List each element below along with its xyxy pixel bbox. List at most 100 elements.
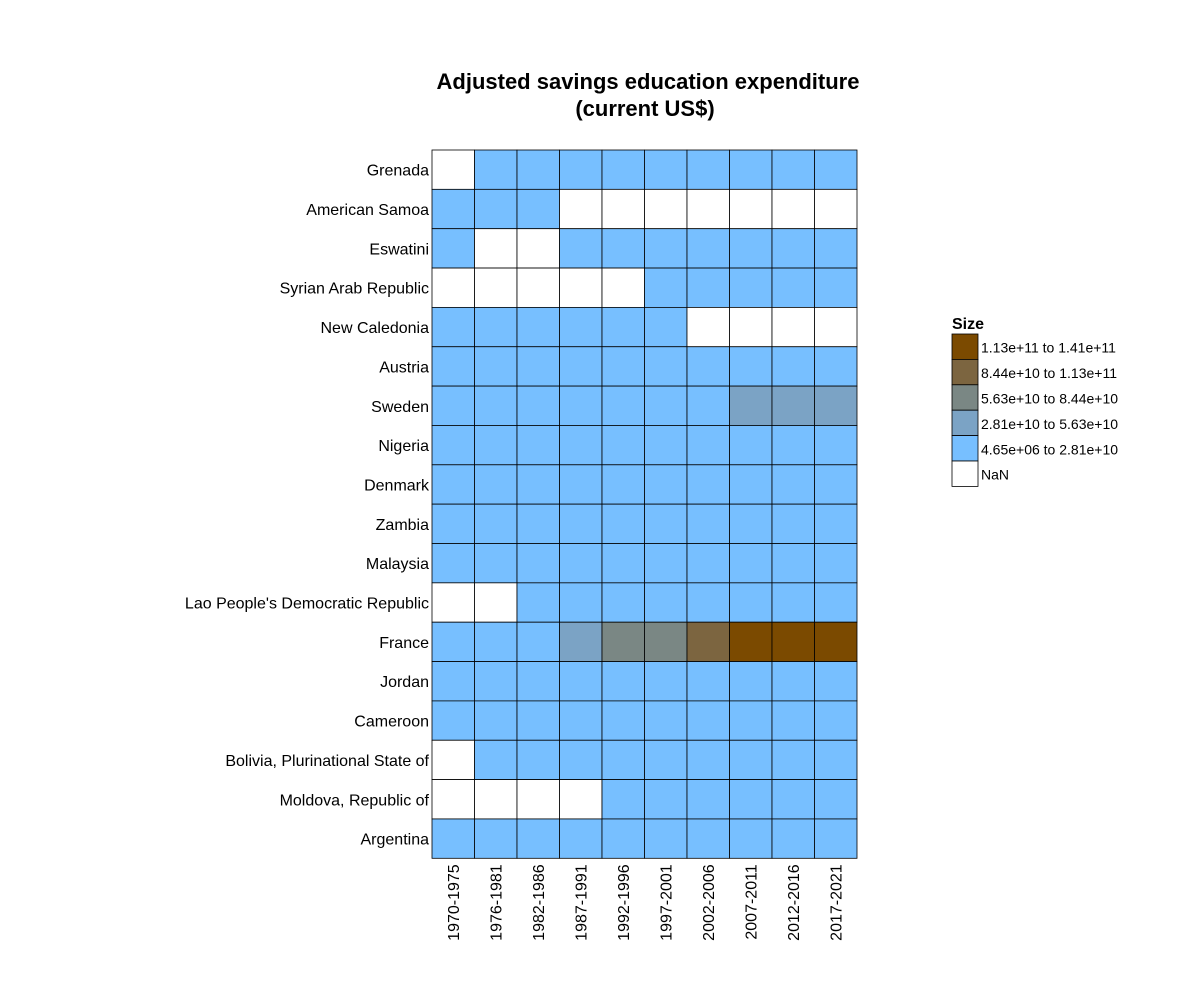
heatmap-cell bbox=[431, 621, 475, 662]
heatmap-cell bbox=[644, 425, 688, 466]
column-label: 1997-2001 bbox=[659, 864, 676, 941]
heatmap-cell bbox=[474, 425, 518, 466]
heatmap-cell bbox=[644, 582, 688, 623]
heatmap-cell bbox=[601, 582, 645, 623]
heatmap-cell bbox=[431, 346, 475, 387]
heatmap-cell bbox=[516, 503, 560, 544]
row-label: Malaysia bbox=[366, 556, 429, 573]
heatmap-cell bbox=[686, 228, 730, 269]
heatmap-cell bbox=[644, 621, 688, 662]
heatmap-cell bbox=[729, 149, 773, 190]
heatmap-cell bbox=[814, 779, 858, 820]
column-label: 1970-1975 bbox=[446, 864, 463, 941]
heatmap-cell bbox=[644, 464, 688, 505]
legend-swatch bbox=[951, 358, 979, 386]
heatmap-cell bbox=[559, 818, 603, 859]
heatmap-cell bbox=[516, 621, 560, 662]
heatmap-cell bbox=[601, 700, 645, 741]
heatmap-cell bbox=[516, 661, 560, 702]
row-label: Syrian Arab Republic bbox=[280, 281, 429, 298]
heatmap-cell bbox=[559, 267, 603, 308]
heatmap-cell bbox=[814, 464, 858, 505]
heatmap-cell bbox=[559, 346, 603, 387]
heatmap-cell bbox=[771, 543, 815, 584]
column-label: 1976-1981 bbox=[489, 864, 506, 941]
column-labels: 1970-1975 1976-1981 1982-1986 1987-1991 1992… bbox=[446, 864, 846, 941]
heatmap-cell bbox=[516, 582, 560, 623]
legend-swatch bbox=[951, 409, 979, 437]
heatmap-cell bbox=[771, 818, 815, 859]
row-label: Moldova, Republic of bbox=[280, 792, 430, 809]
heatmap-cell bbox=[644, 503, 688, 544]
heatmap-cell bbox=[474, 582, 518, 623]
heatmap-cell bbox=[729, 700, 773, 741]
heatmap-cell bbox=[474, 543, 518, 584]
heatmap-cell bbox=[474, 739, 518, 780]
heatmap-cell bbox=[601, 306, 645, 348]
heatmap-cell bbox=[601, 503, 645, 544]
heatmap-cell bbox=[814, 621, 858, 662]
heatmap-cell bbox=[729, 779, 773, 820]
heatmap-cell bbox=[601, 464, 645, 505]
heatmap-cell bbox=[559, 700, 603, 741]
row-label: Argentina bbox=[361, 832, 430, 849]
chart-title: Adjusted savings education expenditure bbox=[437, 69, 860, 94]
heatmap-cell bbox=[516, 779, 560, 820]
legend-swatch bbox=[951, 384, 979, 411]
heatmap-cell bbox=[559, 661, 603, 702]
heatmap-cell bbox=[431, 700, 475, 741]
heatmap-cell bbox=[601, 385, 645, 426]
heatmap-cell bbox=[431, 267, 475, 308]
legend-swatch bbox=[951, 460, 979, 487]
heatmap-cell bbox=[601, 621, 645, 662]
heatmap-cell bbox=[771, 188, 815, 230]
heatmap-cell bbox=[431, 228, 475, 269]
heatmap-cell bbox=[559, 582, 603, 623]
heatmap-cell bbox=[431, 464, 475, 505]
heatmap-cell bbox=[729, 503, 773, 544]
chart-subtitle: (current US$) bbox=[575, 96, 714, 121]
heatmap-cell bbox=[729, 739, 773, 780]
legend-label: NaN bbox=[981, 467, 1009, 483]
heatmap-cell bbox=[601, 228, 645, 269]
heatmap-cell bbox=[474, 267, 518, 308]
heatmap-cell bbox=[474, 661, 518, 702]
heatmap-cell bbox=[601, 346, 645, 387]
heatmap-cell bbox=[771, 149, 815, 190]
heatmap-cell bbox=[601, 543, 645, 584]
heatmap-cell bbox=[559, 385, 603, 426]
heatmap-cell bbox=[644, 149, 688, 190]
heatmap-cell bbox=[559, 306, 603, 348]
heatmap-cell bbox=[771, 267, 815, 308]
heatmap-cell bbox=[686, 582, 730, 623]
heatmap-cell bbox=[431, 149, 475, 190]
heatmap-cell bbox=[516, 228, 560, 269]
heatmap-cell bbox=[601, 818, 645, 859]
heatmap-cell bbox=[516, 425, 560, 466]
heatmap-cell bbox=[474, 385, 518, 426]
heatmap-cell bbox=[559, 464, 603, 505]
heatmap-cell bbox=[814, 739, 858, 780]
heatmap-cell bbox=[686, 346, 730, 387]
heatmap-cell bbox=[559, 149, 603, 190]
heatmap-cell bbox=[686, 661, 730, 702]
heatmap-cell bbox=[771, 661, 815, 702]
legend: Size 1.13e+11 to 1.41e+11 8.44e+10 to 1.1… bbox=[951, 316, 1118, 487]
heatmap-cell bbox=[771, 425, 815, 466]
heatmap-cell bbox=[686, 818, 730, 859]
heatmap-cell bbox=[814, 661, 858, 702]
row-label: Eswatini bbox=[369, 241, 429, 258]
legend-label: 8.44e+10 to 1.13e+11 bbox=[981, 365, 1117, 381]
heatmap-cell bbox=[729, 228, 773, 269]
heatmap-cell bbox=[516, 267, 560, 308]
heatmap-cell bbox=[644, 385, 688, 426]
heatmap-cell bbox=[686, 385, 730, 426]
row-label: Sweden bbox=[371, 399, 429, 416]
heatmap-cell bbox=[814, 306, 858, 348]
heatmap-cell bbox=[814, 149, 858, 190]
heatmap-cell bbox=[601, 149, 645, 190]
heatmap-cell bbox=[686, 503, 730, 544]
heatmap-cell bbox=[771, 779, 815, 820]
heatmap-cell bbox=[601, 188, 645, 230]
